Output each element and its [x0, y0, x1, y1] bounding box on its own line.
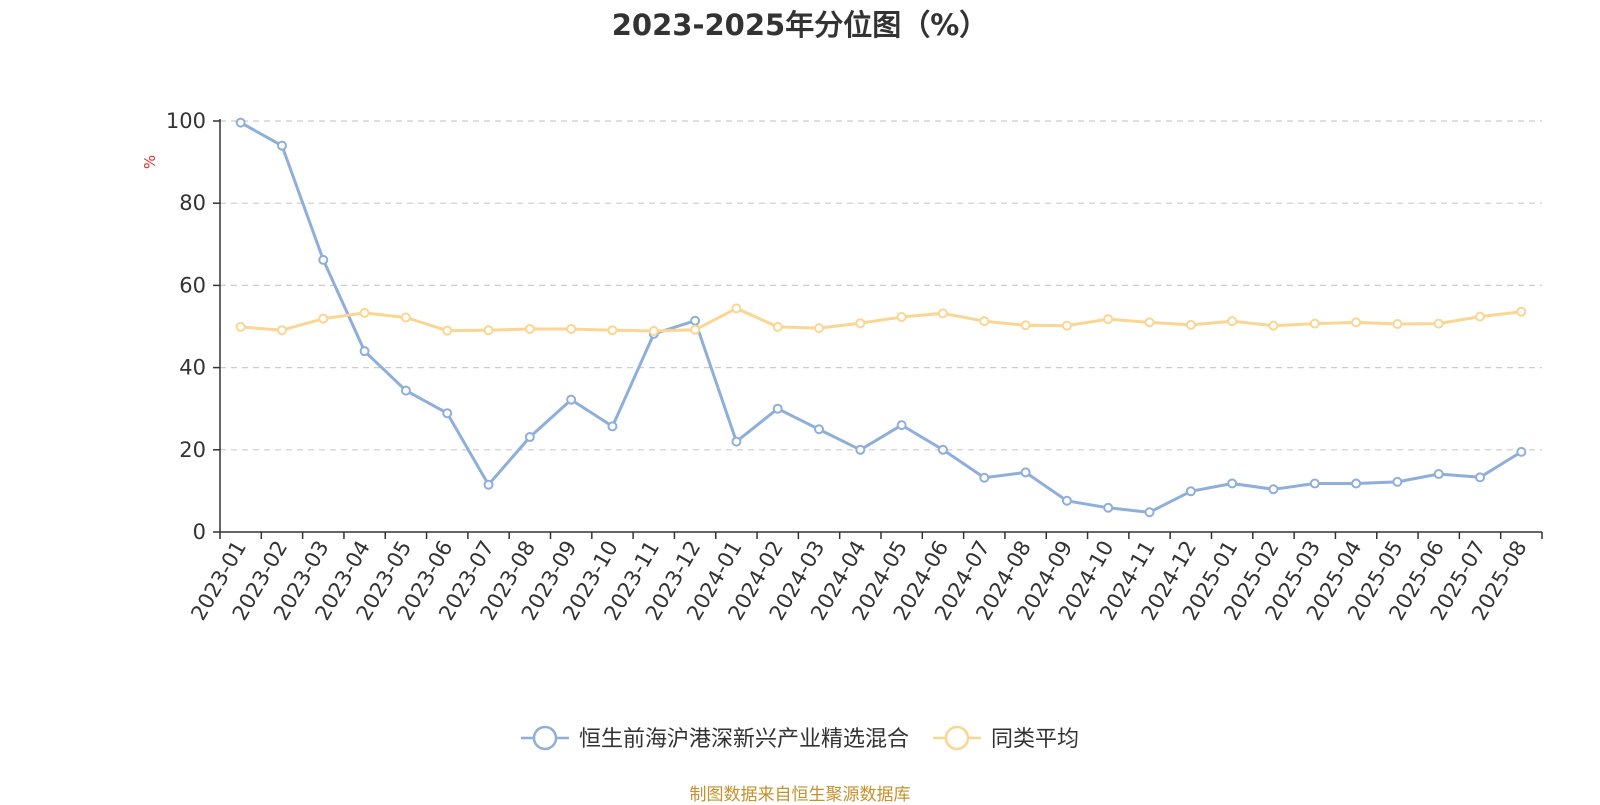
chart-title: 2023-2025年分位图（%）	[611, 8, 989, 42]
data-point[interactable]	[979, 316, 990, 327]
series-group	[235, 117, 1527, 518]
data-point[interactable]	[566, 394, 577, 405]
data-point[interactable]	[1103, 502, 1114, 513]
data-point[interactable]	[1020, 467, 1031, 478]
data-point[interactable]	[1268, 484, 1279, 495]
series-2	[235, 303, 1527, 337]
data-point[interactable]	[1351, 478, 1362, 489]
data-point[interactable]	[1268, 320, 1279, 331]
data-point[interactable]	[937, 308, 948, 319]
data-point[interactable]	[1309, 318, 1320, 329]
data-point[interactable]	[1475, 311, 1486, 322]
y-axis-ticks: 0 20 40 60 80 100	[166, 109, 220, 544]
data-point[interactable]	[359, 346, 370, 357]
legend-item-2[interactable]: 同类平均	[933, 725, 1079, 752]
data-point[interactable]	[318, 313, 329, 324]
data-point[interactable]	[524, 432, 535, 443]
legend-label: 同类平均	[991, 727, 1079, 752]
y-tick-label: 80	[179, 191, 206, 215]
data-point[interactable]	[1392, 476, 1403, 487]
data-point[interactable]	[772, 321, 783, 332]
series-line	[239, 121, 1523, 514]
data-point[interactable]	[896, 420, 907, 431]
data-point[interactable]	[1144, 317, 1155, 328]
series-line	[240, 306, 1522, 333]
data-point[interactable]	[1185, 319, 1196, 330]
y-tick-label: 20	[179, 438, 206, 462]
data-point[interactable]	[979, 472, 990, 483]
data-point[interactable]	[1433, 318, 1444, 329]
grid-lines	[220, 120, 1542, 451]
data-point[interactable]	[276, 325, 287, 336]
data-source-note: 制图数据来自恒生聚源数据库	[689, 785, 911, 805]
data-point[interactable]	[1392, 319, 1403, 330]
data-point[interactable]	[937, 444, 948, 455]
data-point[interactable]	[896, 312, 907, 323]
data-point[interactable]	[359, 307, 370, 318]
data-point[interactable]	[1351, 317, 1362, 328]
data-point[interactable]	[855, 318, 866, 329]
y-tick-label: 40	[179, 356, 206, 380]
x-axis-ticks: 2023-012023-022023-032023-042023-052023-…	[186, 532, 1543, 624]
data-point[interactable]	[483, 325, 494, 336]
legend-marker	[532, 725, 558, 751]
data-point[interactable]	[1227, 316, 1238, 327]
data-point[interactable]	[400, 312, 411, 323]
data-point[interactable]	[318, 254, 329, 265]
data-point[interactable]	[1061, 495, 1072, 506]
data-point[interactable]	[731, 436, 742, 447]
y-tick-label: 60	[179, 273, 206, 297]
data-point[interactable]	[607, 421, 618, 432]
data-point[interactable]	[1020, 320, 1031, 331]
data-point[interactable]	[235, 321, 246, 332]
data-point[interactable]	[772, 403, 783, 414]
data-point[interactable]	[442, 325, 453, 336]
data-point[interactable]	[1309, 478, 1320, 489]
data-point[interactable]	[1103, 314, 1114, 325]
y-axis-unit: %	[141, 155, 159, 169]
legend-label: 恒生前海沪港深新兴产业精选混合	[579, 727, 909, 752]
data-point[interactable]	[648, 326, 659, 337]
data-point[interactable]	[1227, 478, 1238, 489]
data-point[interactable]	[442, 408, 453, 419]
data-point[interactable]	[235, 117, 246, 128]
series-1	[235, 117, 1527, 518]
data-point[interactable]	[607, 325, 618, 336]
legend-item-1[interactable]: 恒生前海沪港深新兴产业精选混合	[521, 725, 909, 752]
data-point[interactable]	[814, 424, 825, 435]
data-point[interactable]	[1433, 469, 1444, 480]
data-point[interactable]	[690, 315, 701, 326]
data-point[interactable]	[1475, 472, 1486, 483]
y-tick-label: 0	[193, 520, 206, 544]
data-point[interactable]	[731, 303, 742, 314]
data-point[interactable]	[855, 444, 866, 455]
data-point[interactable]	[1061, 320, 1072, 331]
data-point[interactable]	[1516, 306, 1527, 317]
data-point[interactable]	[566, 323, 577, 334]
legend-marker	[944, 725, 970, 751]
data-point[interactable]	[1185, 486, 1196, 497]
data-point[interactable]	[483, 479, 494, 490]
data-point[interactable]	[814, 323, 825, 334]
data-point[interactable]	[400, 385, 411, 396]
y-tick-label: 100	[166, 109, 206, 133]
data-point[interactable]	[1144, 507, 1155, 518]
data-point[interactable]	[690, 324, 701, 335]
axes	[219, 119, 1542, 533]
data-point[interactable]	[1516, 446, 1527, 457]
data-point[interactable]	[524, 323, 535, 334]
legend[interactable]: 恒生前海沪港深新兴产业精选混合 同类平均	[521, 725, 1079, 752]
data-point[interactable]	[276, 140, 287, 151]
